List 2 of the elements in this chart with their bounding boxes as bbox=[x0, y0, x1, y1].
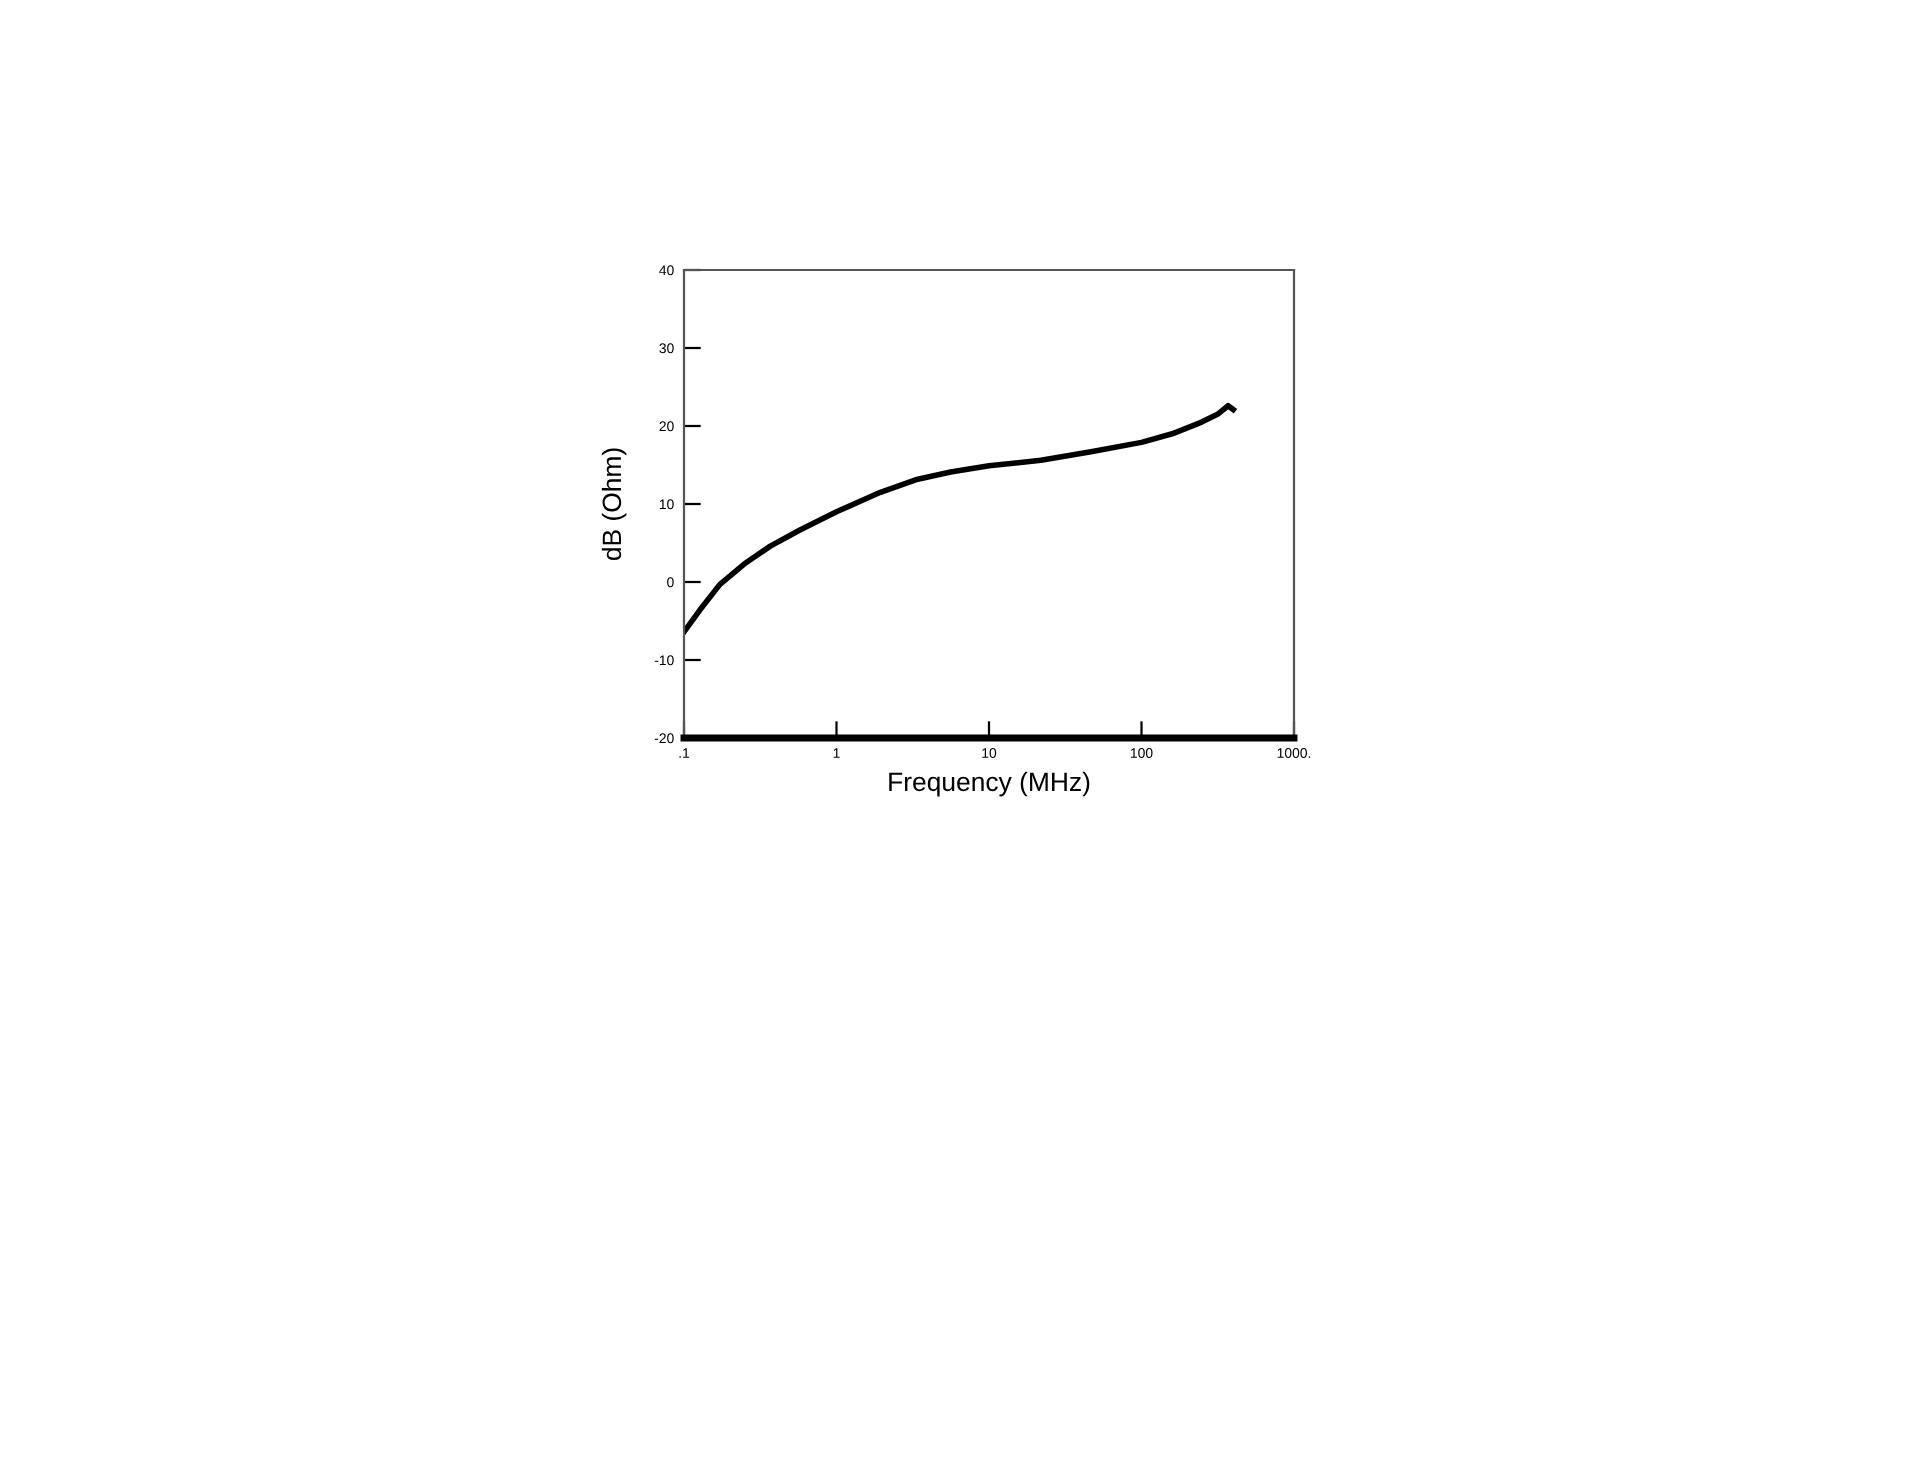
x-axis-title: Frequency (MHz) bbox=[889, 771, 1090, 797]
y-axis-title: dB (Ohm) bbox=[601, 448, 627, 561]
